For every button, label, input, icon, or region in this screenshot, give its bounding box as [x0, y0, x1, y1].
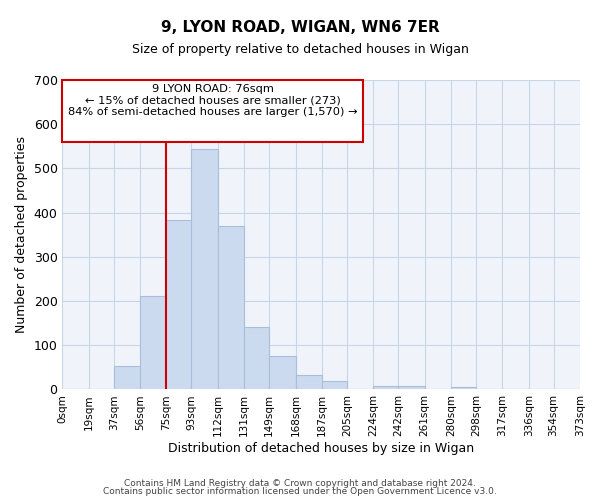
- Bar: [244, 326, 269, 390]
- Bar: [269, 356, 296, 390]
- Bar: [191, 150, 218, 390]
- Text: 9, LYON ROAD, WIGAN, WN6 7ER: 9, LYON ROAD, WIGAN, WN6 7ER: [161, 20, 439, 35]
- Bar: [373, 386, 398, 390]
- Y-axis label: Number of detached properties: Number of detached properties: [15, 136, 28, 333]
- Bar: [218, 226, 244, 390]
- Bar: [296, 375, 322, 390]
- Bar: [398, 386, 425, 390]
- Bar: [114, 366, 140, 390]
- Text: Size of property relative to detached houses in Wigan: Size of property relative to detached ho…: [131, 42, 469, 56]
- Bar: [166, 220, 191, 390]
- Text: 9 LYON ROAD: 76sqm
← 15% of detached houses are smaller (273)
84% of semi-detach: 9 LYON ROAD: 76sqm ← 15% of detached hou…: [68, 84, 357, 117]
- Text: Contains HM Land Registry data © Crown copyright and database right 2024.: Contains HM Land Registry data © Crown c…: [124, 478, 476, 488]
- X-axis label: Distribution of detached houses by size in Wigan: Distribution of detached houses by size …: [168, 442, 474, 455]
- Bar: [451, 387, 476, 390]
- Bar: [322, 380, 347, 390]
- Bar: [140, 296, 166, 390]
- Bar: [554, 388, 580, 390]
- Text: Contains public sector information licensed under the Open Government Licence v3: Contains public sector information licen…: [103, 487, 497, 496]
